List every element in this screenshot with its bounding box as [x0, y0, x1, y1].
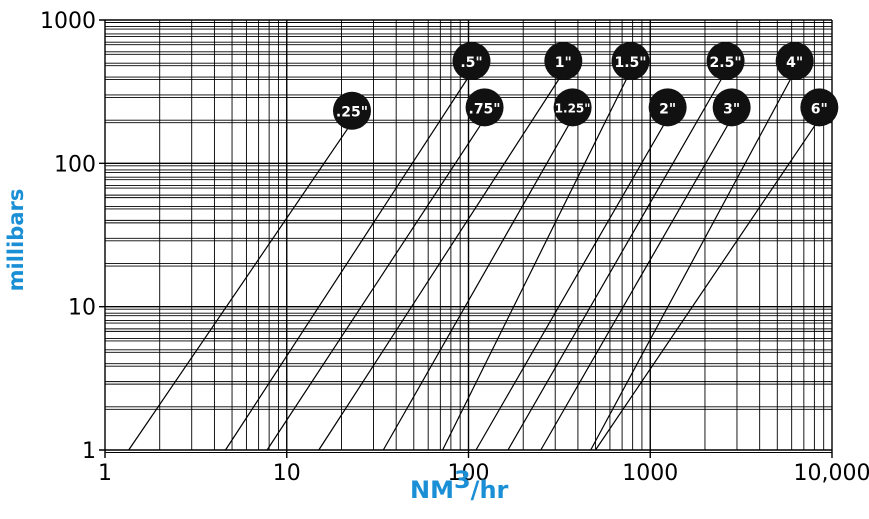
x-tick-label: 1	[98, 461, 112, 486]
y-tick-labels: 1 10 100 1000	[40, 9, 96, 464]
x-tick-label: 100	[448, 461, 490, 486]
series-line	[590, 76, 793, 451]
y-tick-label: 1000	[40, 9, 96, 34]
series-badges: .25" .5" .75" 1" 1.25" 1.5" 2" 2.5" 3" 4" 6"	[332, 42, 839, 130]
series-badge	[544, 42, 583, 81]
series-badge-label: 2.5"	[710, 55, 742, 71]
series-badge-label: 4"	[786, 55, 803, 71]
series-badge-label: .5"	[460, 55, 482, 71]
series-badge-label: 1.5"	[614, 55, 646, 71]
series-badge	[465, 88, 504, 127]
x-tick-label: 10	[273, 461, 301, 486]
series-line	[475, 123, 666, 451]
series-badge	[775, 42, 814, 81]
series-badge-label: 3"	[723, 101, 740, 117]
x-tick-label: 1000	[622, 461, 678, 486]
x-tick-labels: 1 10 100 1000 10,000	[98, 461, 869, 486]
x-axis-label-superscript: 3	[453, 466, 471, 494]
y-tick-label: 1	[82, 439, 96, 464]
series-line	[595, 123, 817, 451]
series-line	[128, 126, 350, 451]
series-badge	[611, 42, 650, 81]
series-line	[224, 76, 470, 451]
x-axis-label-unit: /hr	[470, 476, 509, 504]
y-tick-label: 100	[54, 152, 96, 177]
series-badge-label: 1.25"	[555, 101, 591, 115]
series-line	[266, 123, 483, 451]
series-line	[318, 76, 561, 451]
x-axis-label: NM3/hr	[410, 468, 509, 504]
series-badge	[553, 88, 592, 127]
series-badge	[332, 91, 371, 130]
series-line	[442, 76, 629, 451]
series-line	[507, 76, 724, 451]
x-axis-label-main: NM	[410, 476, 454, 504]
series-line	[540, 123, 730, 451]
series-badge-label: 6"	[811, 101, 828, 117]
series-badge	[648, 88, 687, 127]
x-tick-label: 10,000	[794, 461, 869, 486]
series-badge	[800, 88, 839, 127]
series-line	[382, 123, 571, 451]
series-badge	[706, 42, 745, 81]
series-lines	[128, 76, 817, 451]
y-tick-label: 10	[68, 296, 96, 321]
series-badge-label: .25"	[336, 105, 368, 121]
series-badge-label: .75"	[469, 101, 501, 117]
series-badge-label: 2"	[659, 101, 676, 117]
series-badge	[452, 42, 491, 81]
y-axis-label: millibars	[4, 188, 28, 292]
series-badge	[712, 88, 751, 127]
series-badge-label: 1"	[555, 55, 572, 71]
plot-frame	[99, 19, 833, 458]
